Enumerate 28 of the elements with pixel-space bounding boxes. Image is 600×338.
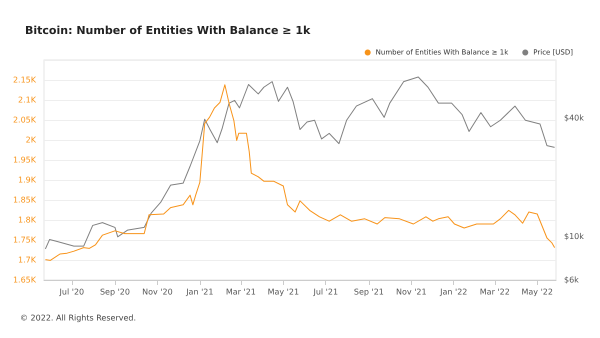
- y-tick-label: 1.85K: [12, 196, 37, 204]
- y-tick-label: 1.8K: [18, 216, 37, 224]
- x-tick-label: Mar '22: [480, 288, 510, 296]
- x-tick-label: Nov '21: [396, 288, 427, 296]
- text: © 2022. All Rights Reserved.: [20, 314, 136, 322]
- x-tick-label: Jan '22: [439, 288, 468, 296]
- x-tick-label: May '21: [268, 288, 300, 296]
- x-tick-label: Sep '21: [354, 288, 384, 296]
- y-tick-label: 1.9K: [18, 176, 37, 184]
- y-tick-label: 2.15K: [12, 76, 37, 84]
- y-tick-label: 1.95K: [12, 156, 37, 164]
- chart-title: Bitcoin: Number of Entities With Balance ≥ 1k: [25, 24, 311, 37]
- x-tick-label: Nov '20: [142, 288, 173, 296]
- x-tick-label: Jul '20: [58, 288, 84, 296]
- x-tick-label: Jan '21: [185, 288, 214, 296]
- x-tick-label: Mar '21: [226, 288, 256, 296]
- y2-tick-label: $6k: [564, 276, 580, 284]
- x-tick-label: May '22: [521, 288, 553, 296]
- y-tick-label: 1.75K: [12, 236, 37, 244]
- y2-tick-label: $10k: [564, 232, 584, 241]
- y-tick-label: 2.05K: [12, 116, 37, 124]
- y-tick-label: 2.1K: [18, 96, 37, 104]
- x-tick-label: Sep '20: [100, 288, 130, 296]
- y-tick-label: 1.65K: [12, 276, 37, 284]
- y-tick-label: 2K: [26, 136, 37, 144]
- y-tick-label: 1.7K: [18, 256, 37, 264]
- y2-tick-label: $40k: [564, 114, 584, 123]
- x-tick-label: Jul '21: [312, 288, 338, 296]
